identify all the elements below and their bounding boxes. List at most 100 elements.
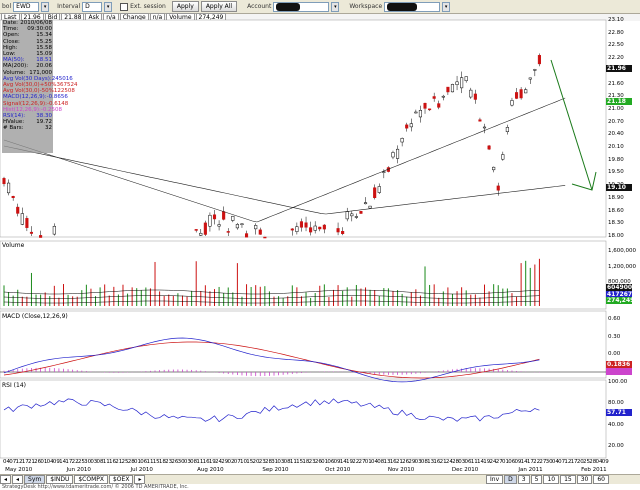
candle-up — [7, 182, 11, 194]
candle-down — [299, 221, 304, 228]
tab-indu[interactable]: $INDU — [46, 475, 74, 484]
date-tick: 08 — [283, 459, 291, 465]
date-tick: 09 — [333, 459, 341, 465]
candle-down — [212, 214, 217, 220]
date-tick: 01 — [133, 459, 141, 465]
date-tick: 10 — [240, 459, 247, 465]
volume-tick: 800,000 — [608, 279, 631, 285]
nav-back-button[interactable]: ◂ — [12, 475, 24, 484]
ext-session-label: Ext. session — [130, 3, 166, 10]
tab-d[interactable]: D — [504, 475, 517, 484]
account-dropdown-icon[interactable]: ▾ — [331, 1, 340, 12]
candle-down — [203, 222, 207, 235]
date-tick: 27 — [539, 459, 547, 465]
candle-down — [318, 226, 322, 230]
candle-up — [345, 211, 349, 220]
symbol-input[interactable]: EWD — [13, 1, 40, 12]
date-tick: 21 — [27, 459, 35, 465]
date-tick: 08 — [96, 459, 104, 465]
date-tick: 28 — [127, 459, 135, 465]
apply-button[interactable]: Apply — [171, 1, 199, 12]
avg-volume-plus-line — [3, 289, 540, 295]
info-value: 122508 — [53, 88, 75, 95]
date-tick: 16 — [389, 459, 397, 465]
info-label: Avg Vol(30 Days): — [3, 75, 52, 82]
account-select[interactable] — [273, 1, 330, 12]
tab-inv[interactable]: Inv — [486, 475, 504, 484]
interval-input[interactable]: D — [82, 1, 103, 12]
price-tick: 21.60 — [608, 80, 624, 87]
tab-30[interactable]: 30 — [576, 475, 593, 484]
candle-up — [52, 225, 56, 235]
apply-all-button[interactable]: Apply All — [200, 1, 238, 12]
candle-up — [482, 126, 487, 129]
info-value: 15.34 — [36, 32, 52, 39]
info-value: 15.25 — [36, 38, 52, 45]
info-value: 09:30:00 — [27, 26, 52, 33]
candle-down — [290, 228, 294, 231]
price-tick: 21.30 — [608, 93, 624, 100]
date-tick: 04 — [370, 459, 378, 465]
tab-oex[interactable]: $OEX — [108, 475, 134, 484]
month-axis: May 2010 Jun 2010 Jul 2010 Aug 2010 Sep 2010… — [0, 467, 640, 475]
date-tick: 14 — [477, 459, 485, 465]
date-tick: 19 — [346, 459, 354, 465]
date-tick: 16 — [109, 459, 117, 465]
info-row: # Bars: 32 — [2, 125, 53, 131]
symbol-dropdown-icon[interactable]: ▾ — [41, 1, 50, 12]
candle-up — [396, 148, 400, 159]
date-tick: 17 — [570, 459, 578, 465]
info-label: Signal(12,26,9): — [3, 100, 48, 107]
info-row: MACD(12,26,9): -0.8656 — [2, 94, 68, 100]
date-tick: 25 — [77, 459, 85, 465]
workspace-label: Workspace — [349, 3, 383, 10]
info-row: HValue: 19.72 — [2, 119, 53, 125]
candle-up — [235, 224, 239, 229]
tab-compx[interactable]: $COMPX — [74, 475, 108, 484]
candle-up — [377, 186, 381, 193]
info-row: Avg Vol(30,0)-50% 122508 — [2, 88, 75, 94]
date-tick: 04 — [46, 459, 54, 465]
date-tick: 06 — [140, 459, 148, 465]
date-tick: 25 — [121, 459, 129, 465]
info-value: 38.30 — [36, 113, 52, 120]
date-tick: 06 — [464, 459, 472, 465]
date-tick: 23 — [308, 459, 316, 465]
candle-down — [11, 195, 15, 199]
info-label: MA(200): — [3, 63, 29, 70]
interval-dropdown-icon[interactable]: ▾ — [104, 1, 113, 12]
tab-60[interactable]: 60 — [593, 475, 609, 484]
tab-sym[interactable]: Sym — [24, 475, 46, 484]
info-row: Avg Vol(30,0)+50% 367524 — [2, 82, 78, 88]
date-tick: 03 — [277, 459, 285, 465]
date-tick: 22 — [533, 459, 541, 465]
workspace-select[interactable] — [384, 1, 441, 12]
info-label: RSI(14): — [3, 113, 26, 120]
info-row: Low: 15.09 — [2, 51, 53, 57]
tab-5[interactable]: 5 — [530, 475, 543, 484]
toolbar: bol EWD ▾ Interval D ▾ Ext. session Appl… — [0, 0, 640, 14]
candle-down — [478, 119, 482, 122]
candle-down — [258, 229, 262, 235]
month-label: May 2010 — [5, 467, 33, 473]
volume-badge: 604900 — [606, 284, 633, 291]
candle-up — [254, 225, 258, 230]
workspace-dropdown-icon[interactable]: ▾ — [442, 1, 451, 12]
info-value: 15.58 — [36, 44, 52, 51]
info-label: Avg Vol(30,0)+50% — [3, 82, 57, 89]
candle-up — [363, 202, 368, 205]
date-tick: 04 — [551, 459, 559, 465]
date-tick: 11 — [196, 459, 204, 465]
info-row: High: 15.58 — [2, 45, 53, 51]
tab-15[interactable]: 15 — [560, 475, 576, 484]
tab-3[interactable]: 3 — [517, 475, 530, 484]
ext-session-checkbox[interactable] — [120, 2, 129, 11]
date-tick: 19 — [208, 459, 216, 465]
info-label: Date: — [3, 20, 18, 26]
nav-forward-button[interactable]: ▸ — [134, 475, 146, 484]
info-row: Close: 15.25 — [2, 39, 53, 45]
tab-10[interactable]: 10 — [543, 475, 560, 484]
candle-up — [418, 110, 422, 118]
nav-first-button[interactable]: ◂ — [0, 475, 12, 484]
